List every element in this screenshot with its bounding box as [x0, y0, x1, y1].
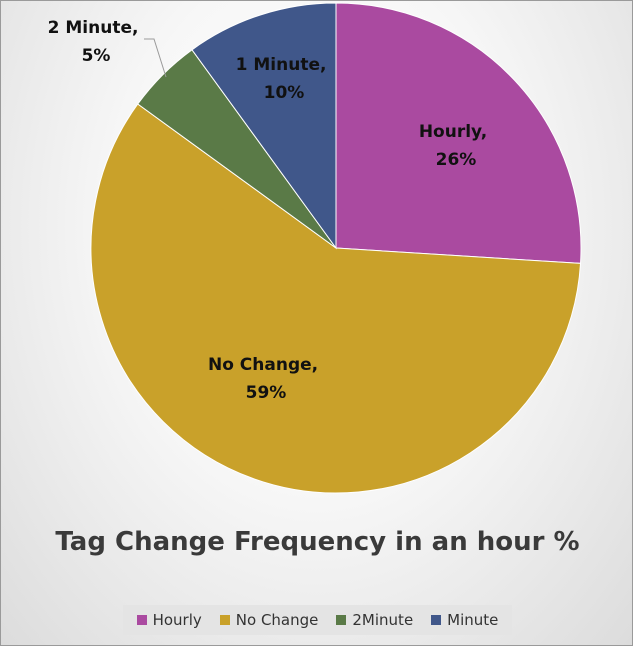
chart-title: Tag Change Frequency in an hour % [55, 527, 580, 557]
pie-slice-no-change [90, 103, 582, 494]
legend-label-minute: Minute [447, 611, 499, 629]
legend-item-minute: Minute [431, 611, 498, 629]
legend-label-hourly: Hourly [152, 611, 202, 629]
legend-swatch-2minute [336, 615, 347, 625]
data-label-1-minute: 1 Minute, 10% [236, 55, 333, 103]
pie-slice-hourly [335, 2, 582, 264]
legend-item-2minute: 2Minute [336, 611, 413, 629]
pie-slice-minute [191, 2, 337, 250]
legend-swatch-hourly [136, 615, 147, 625]
legend-label-no-change: No Change [235, 611, 319, 629]
data-label-2-minute: 2 Minute, 5% [48, 18, 145, 66]
data-label-no-change: No Change, 59% [208, 355, 324, 403]
data-label-hourly: Hourly, 26% [419, 122, 493, 170]
legend-item-no-change: No Change [219, 611, 319, 629]
pie-slices [90, 2, 582, 494]
legend: Hourly No Change 2Minute Minute [123, 605, 512, 635]
data-labels: Hourly, 26% No Change, 59% 2 Minute, 5% … [48, 18, 493, 403]
leader-line-2-minute [144, 38, 167, 78]
legend-swatch-no-change [219, 615, 230, 625]
legend-item-hourly: Hourly [136, 611, 202, 629]
legend-label-2minute: 2Minute [352, 611, 414, 629]
legend-swatch-minute [431, 615, 442, 625]
